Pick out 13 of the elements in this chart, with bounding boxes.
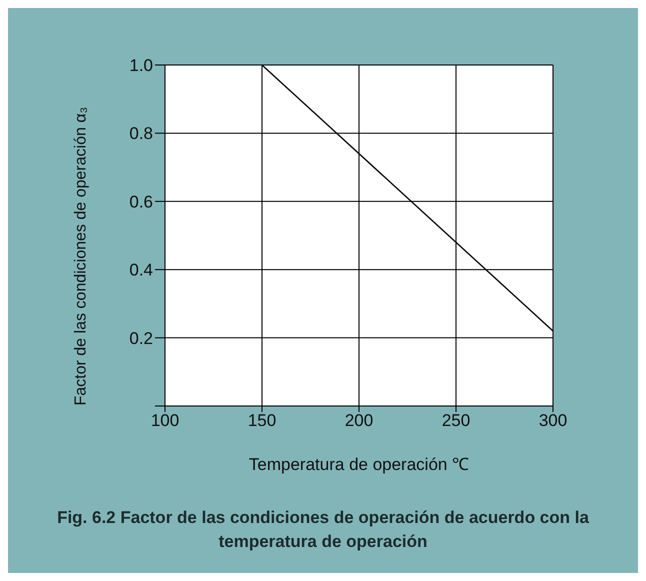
x-axis-title: Temperatura de operación ℃ <box>248 455 470 474</box>
text: Fig. 6.2 Factor de las condiciones de operación de acuerdo con la temperatura de operación <box>56 507 590 553</box>
x-tick-label: 300 <box>538 411 568 430</box>
x-tick-label: 250 <box>442 411 470 430</box>
y-tick-label: 0.2 <box>129 328 153 348</box>
x-tick-label: 200 <box>344 411 374 430</box>
y-tick-label: 1.0 <box>129 56 153 76</box>
x-tick-label: 150 <box>248 411 276 430</box>
y-axis-title: Factor de las condiciones de operación α₃ <box>72 106 90 406</box>
x-tick-label: 100 <box>150 411 180 430</box>
y-tick-label: 0.6 <box>129 192 153 212</box>
y-tick-label: 0.8 <box>129 124 153 144</box>
y-tick-label: 0.4 <box>129 260 153 280</box>
